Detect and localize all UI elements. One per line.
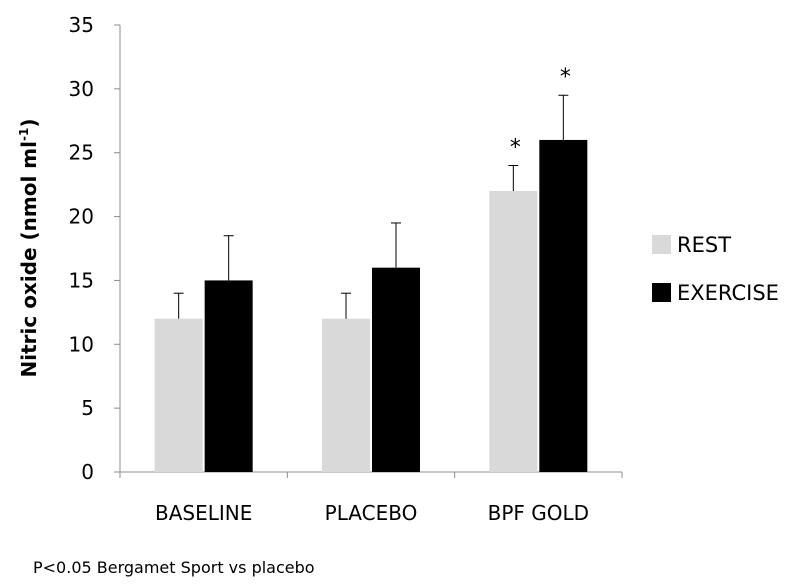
significance-marker: * [560,65,571,90]
bar-exercise-placebo [372,267,420,472]
y-tick-label: 35 [69,13,94,37]
chart-bars: ** [154,65,588,472]
chart-legend: REST EXERCISE [652,233,779,305]
y-tick-label: 20 [69,205,94,229]
bar-exercise-bpf-gold [539,139,588,472]
y-axis-label: Nitric oxide (nmol ml-1) [17,119,41,378]
significance-marker: * [510,135,521,160]
y-tick-label: 30 [69,77,94,101]
y-tick-label: 15 [69,268,94,292]
legend-label-rest: REST [677,233,731,257]
x-tick-label: BASELINE [155,501,252,525]
chart-axes: 0 5 10 15 20 25 30 35 BASELINE PLACEBO BPF GOLD [69,13,623,525]
x-tick-label: BPF GOLD [488,501,589,525]
bar-rest-bpf-gold [489,191,538,472]
y-axis-label-sup: -1 [17,128,31,141]
legend-swatch-exercise [652,283,671,302]
footnote: P<0.05 Bergamet Sport vs placebo [33,558,315,577]
y-axis-label-main: Nitric oxide (nmol ml [17,141,41,378]
y-tick-label: 25 [69,141,94,165]
bar-rest-baseline [154,318,203,472]
y-tick-label: 10 [69,332,94,356]
y-tick-label: 0 [81,460,94,484]
legend-swatch-rest [652,235,671,254]
bar-exercise-baseline [204,280,253,472]
bar-rest-placebo [322,318,370,472]
legend-label-exercise: EXERCISE [677,281,779,305]
x-tick-label: PLACEBO [325,501,418,525]
y-tick-label: 5 [81,396,94,420]
y-axis-label-close: ) [17,119,41,128]
